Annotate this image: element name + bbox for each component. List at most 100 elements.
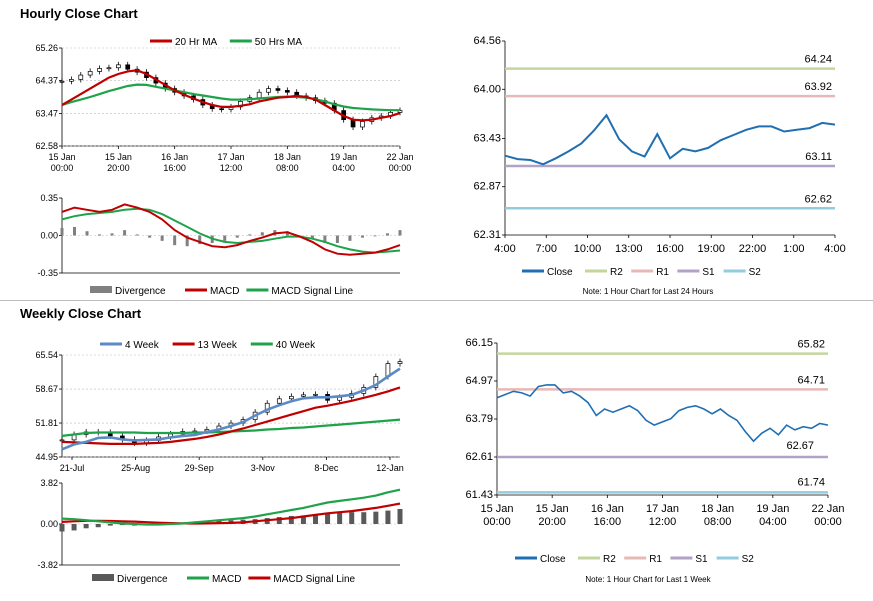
weekly-hourly-note: Note: 1 Hour Chart for Last 1 Week [585, 575, 711, 584]
hourly-price-candle-body [219, 108, 224, 111]
hourly-price-candle-body [125, 64, 131, 70]
weekly-price-candle-body [337, 396, 342, 401]
weekly-price-candle-body [289, 395, 294, 400]
hourly-macd-line [61, 203, 401, 256]
hourly-24h-y-tick-label: 62.87 [473, 181, 501, 193]
weekly-hourly-x-tick-label: 15 Jan 20:00 [536, 503, 569, 528]
weekly-macd-divergence-bar [397, 508, 403, 524]
hourly-price-y-tick-label: 64.37 [35, 76, 58, 86]
weekly-price-candle-body [59, 439, 65, 442]
weekly-price-x-tick-label: 8-Dec [314, 463, 339, 473]
hourly-24h-note: Note: 1 Hour Chart for Last 24 Hours [583, 287, 714, 296]
hourly-macd-divergence-bar [348, 235, 352, 241]
weekly-price-y-tick-label: 51.81 [35, 418, 58, 428]
weekly-hourly-y-tick-label: 62.61 [465, 451, 493, 463]
weekly-macd-divergence-bar [276, 517, 282, 524]
weekly-hourly-x-tick-label: 22 Jan 00:00 [811, 503, 844, 528]
hourly-price-candle-body [78, 74, 84, 80]
weekly-hourly-x-tick-label: 19 Jan 04:00 [756, 503, 789, 528]
hourly-24h-close-line [504, 113, 836, 166]
hourly-macd-y-tick-label: 0.00 [40, 231, 58, 241]
weekly-macd-divergence-bar [361, 512, 367, 524]
hourly-section-title: Hourly Close Chart [20, 6, 138, 21]
weekly-price-y-tick-label: 58.67 [35, 384, 58, 394]
weekly-hourly-close-line [496, 384, 829, 443]
weekly-macd-y-tick-label: 0.00 [40, 519, 58, 529]
hourly-price-candle-body [97, 68, 102, 72]
hourly-price-x-tick-label: 15 Jan 20:00 [105, 152, 132, 173]
weekly-macd-divergence-bar [288, 515, 294, 524]
hourly-macd-divergence-bar [173, 235, 177, 246]
hourly-24h-legend-label: R2 [610, 267, 623, 278]
hourly-macd-divergence-bar [148, 235, 152, 238]
hourly-24h-y-tick-label: 64.56 [473, 35, 501, 47]
hourly-price-ma50-line [61, 83, 400, 112]
hourly-price-x-tick-label: 19 Jan 04:00 [330, 152, 357, 173]
hourly-24h-s1-label: 63.11 [805, 151, 832, 163]
weekly-macd-legend-label: MACD Signal Line [273, 574, 355, 585]
weekly-hourly-r1-label: 64.71 [797, 374, 825, 386]
hourly-price-candle-body [87, 71, 93, 76]
hourly-macd-divergence-bar [373, 235, 377, 237]
hourly-macd-divergence-bar [110, 233, 114, 236]
weekly-price-candle-body [276, 398, 282, 404]
weekly-hourly-s2-label: 61.74 [797, 476, 825, 488]
weekly-macd-y-tick-label: 3.82 [40, 478, 58, 488]
hourly-24h-y-tick-label: 62.31 [473, 229, 501, 241]
weekly-hourly-r2-label: 65.82 [797, 339, 825, 351]
weekly-price-x-tick-label: 25-Aug [121, 463, 150, 473]
weekly-price-x-tick-label: 3-Nov [251, 463, 276, 473]
hourly-price-x-tick-label: 16 Jan 16:00 [161, 152, 188, 173]
hourly-macd-divergence-bar [123, 230, 127, 236]
hourly-price-y-tick-label: 63.47 [35, 108, 58, 118]
hourly-macd-divergence-bar [160, 235, 164, 241]
weekly-hourly-x-tick-label: 18 Jan 08:00 [701, 503, 734, 528]
hourly-price-candle-body [360, 121, 365, 128]
hourly-price-legend-label: 50 Hrs MA [255, 37, 303, 48]
weekly-macd-divergence-bar [71, 524, 77, 531]
weekly-macd-divergence-bar [337, 512, 343, 524]
hourly-price-candle-body [115, 64, 121, 69]
weekly-price-candle-body [397, 361, 403, 364]
hourly-price-legend-label: 20 Hr MA [175, 37, 218, 48]
hourly-macd-legend-label: MACD Signal Line [271, 286, 353, 297]
hourly-24h-legend-label: R1 [656, 267, 669, 278]
hourly-macd-divergence-bar [260, 232, 264, 236]
hourly-24h-x-tick-label: 4:00 [494, 243, 515, 255]
hourly-price-candle-body [59, 80, 65, 83]
weekly-price-13w-line [61, 386, 401, 445]
hourly-macd-divergence-bar [398, 230, 402, 236]
hourly-macd-divergence-bar [248, 234, 252, 236]
weekly-price-legend-label: 13 Week [198, 340, 238, 351]
hourly-macd-divergence-bar [185, 235, 189, 247]
weekly-macd-divergence-bar [107, 524, 113, 526]
hourly-price-x-tick-label: 18 Jan 08:00 [274, 152, 301, 173]
hourly-24h-legend-label: S1 [702, 267, 715, 278]
weekly-macd-divergence-bar [83, 524, 89, 529]
weekly-macd-divergence-bar [373, 511, 379, 524]
hourly-24h-s2-label: 62.62 [804, 193, 832, 205]
hourly-macd-divergence-bar [85, 231, 89, 236]
weekly-price-x-tick-label: 21-Jul [60, 463, 85, 473]
hourly-24h-r2-label: 64.24 [804, 54, 832, 66]
weekly-hourly-s1-label: 62.67 [786, 440, 814, 452]
weekly-macd-legend-label: MACD [212, 574, 241, 585]
hourly-price-x-tick-label: 17 Jan 12:00 [217, 152, 244, 173]
weekly-macd-divergence-bar [300, 515, 306, 524]
section-divider [0, 300, 873, 301]
hourly-price-candle-body [266, 88, 271, 93]
weekly-section-title: Weekly Close Chart [20, 306, 142, 321]
weekly-hourly-y-tick-label: 66.15 [465, 337, 493, 349]
hourly-price-candle-body [275, 88, 281, 91]
hourly-price-candle-body [256, 91, 262, 99]
hourly-24h-y-tick-label: 63.43 [473, 132, 501, 144]
hourly-macd-legend-swatch [90, 286, 112, 293]
hourly-macd-divergence-bar [360, 235, 364, 238]
hourly-macd-y-tick-label: -0.35 [37, 268, 58, 278]
weekly-price-candle-body [301, 394, 306, 397]
hourly-24h-y-tick-label: 64.00 [473, 83, 501, 95]
hourly-price-y-tick-label: 65.26 [35, 43, 58, 53]
hourly-24h-x-tick-label: 7:00 [536, 243, 557, 255]
hourly-macd-signal-line [61, 207, 401, 254]
